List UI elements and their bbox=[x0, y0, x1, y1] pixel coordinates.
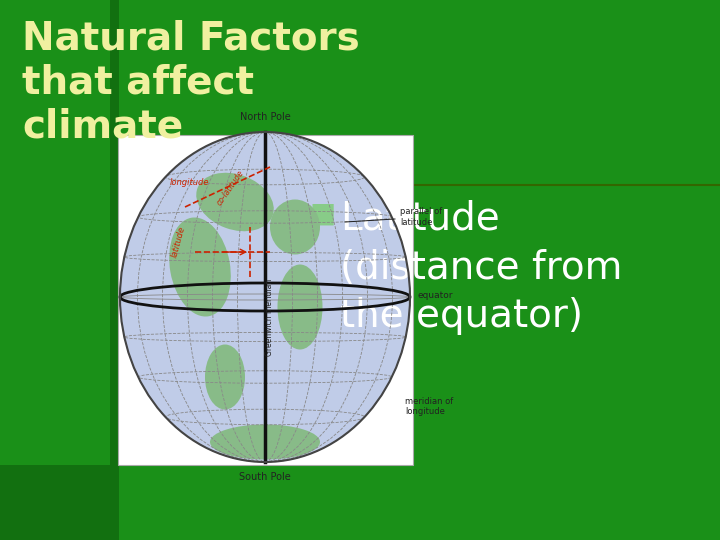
Ellipse shape bbox=[120, 132, 410, 462]
Ellipse shape bbox=[205, 345, 245, 409]
Text: Greenwich meridian: Greenwich meridian bbox=[266, 279, 274, 356]
Text: equator: equator bbox=[418, 291, 454, 300]
Text: latitude: latitude bbox=[170, 225, 187, 259]
Ellipse shape bbox=[270, 199, 320, 254]
Text: ■: ■ bbox=[310, 200, 336, 228]
Text: longitude: longitude bbox=[170, 178, 210, 187]
Ellipse shape bbox=[197, 173, 274, 231]
Bar bbox=[110, 0, 119, 540]
Text: South Pole: South Pole bbox=[239, 472, 291, 482]
Ellipse shape bbox=[169, 218, 231, 316]
Bar bbox=[118, 135, 413, 465]
Text: meridian of
longitude: meridian of longitude bbox=[405, 397, 454, 416]
Ellipse shape bbox=[277, 265, 323, 349]
Text: co-latitude: co-latitude bbox=[215, 168, 246, 207]
Text: Latitude
(distance from
the equator): Latitude (distance from the equator) bbox=[340, 200, 622, 335]
Text: parallel of
latitude: parallel of latitude bbox=[400, 207, 442, 227]
Ellipse shape bbox=[210, 424, 320, 460]
Text: Natural Factors
that affect
climate: Natural Factors that affect climate bbox=[22, 20, 360, 146]
Text: North Pole: North Pole bbox=[240, 112, 290, 122]
Bar bbox=[0, 465, 118, 540]
